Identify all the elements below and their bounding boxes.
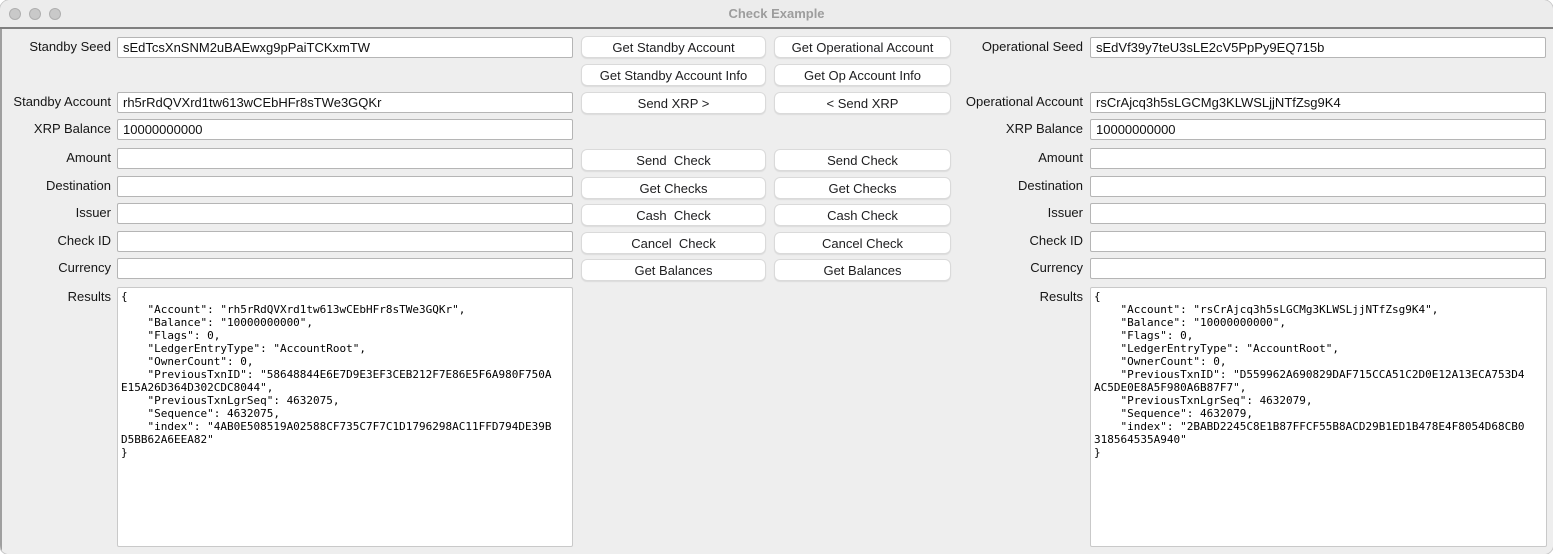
standby-destination-input[interactable] (117, 176, 573, 197)
standby-seed-input[interactable] (117, 37, 573, 58)
standby-results-textarea[interactable]: { "Account": "rh5rRdQVXrd1tw613wCEbHFr8s… (117, 287, 573, 547)
operational-results-label: Results (1039, 289, 1083, 304)
standby-results-label: Results (67, 289, 111, 304)
standby-get-checks-button[interactable]: Get Checks (581, 177, 766, 199)
standby-amount-label: Amount (66, 150, 111, 165)
standby-cancel-check-button[interactable]: Cancel Check (581, 232, 766, 254)
operational-destination-label: Destination (1017, 178, 1083, 193)
operational-get-balances-button[interactable]: Get Balances (774, 259, 951, 281)
standby-currency-label: Currency (58, 260, 111, 275)
standby-check-id-label: Check ID (57, 233, 111, 248)
standby-issuer-input[interactable] (117, 203, 573, 224)
zoom-button[interactable] (49, 8, 61, 20)
send-xrp-to-standby-button[interactable]: < Send XRP (774, 92, 951, 114)
operational-destination-input[interactable] (1090, 176, 1546, 197)
operational-check-id-label: Check ID (1029, 233, 1083, 248)
operational-balance-label: XRP Balance (1005, 121, 1083, 136)
standby-get-balances-button[interactable]: Get Balances (581, 259, 766, 281)
operational-balance-input[interactable] (1090, 119, 1546, 140)
operational-seed-label: Operational Seed (981, 39, 1083, 54)
operational-cash-check-button[interactable]: Cash Check (774, 204, 951, 226)
titlebar[interactable]: Check Example (0, 0, 1553, 29)
window-left-edge (0, 29, 2, 554)
standby-destination-label: Destination (45, 178, 111, 193)
get-standby-account-button[interactable]: Get Standby Account (581, 36, 766, 58)
window-controls (9, 8, 61, 20)
send-xrp-to-operational-button[interactable]: Send XRP > (581, 92, 766, 114)
standby-send-check-button[interactable]: Send Check (581, 149, 766, 171)
minimize-button[interactable] (29, 8, 41, 20)
operational-issuer-label: Issuer (1047, 205, 1083, 220)
standby-check-id-input[interactable] (117, 231, 573, 252)
operational-seed-input[interactable] (1090, 37, 1546, 58)
standby-account-input[interactable] (117, 92, 573, 113)
operational-send-check-button[interactable]: Send Check (774, 149, 951, 171)
operational-account-input[interactable] (1090, 92, 1546, 113)
window-title: Check Example (728, 6, 825, 21)
standby-amount-input[interactable] (117, 148, 573, 169)
operational-account-label: Operational Account (965, 94, 1083, 109)
standby-currency-input[interactable] (117, 258, 573, 279)
close-button[interactable] (9, 8, 21, 20)
operational-issuer-input[interactable] (1090, 203, 1546, 224)
get-standby-account-info-button[interactable]: Get Standby Account Info (581, 64, 766, 86)
main-content: Standby Seed Standby Account XRP Balance… (0, 29, 1553, 554)
operational-amount-input[interactable] (1090, 148, 1546, 169)
standby-account-label: Standby Account (13, 94, 111, 109)
operational-currency-input[interactable] (1090, 258, 1546, 279)
standby-balance-input[interactable] (117, 119, 573, 140)
standby-cash-check-button[interactable]: Cash Check (581, 204, 766, 226)
standby-issuer-label: Issuer (75, 205, 111, 220)
operational-get-checks-button[interactable]: Get Checks (774, 177, 951, 199)
get-op-account-info-button[interactable]: Get Op Account Info (774, 64, 951, 86)
operational-currency-label: Currency (1030, 260, 1083, 275)
operational-results-textarea[interactable]: { "Account": "rsCrAjcq3h5sLGCMg3KLWSLjjN… (1090, 287, 1547, 547)
get-operational-account-button[interactable]: Get Operational Account (774, 36, 951, 58)
standby-balance-label: XRP Balance (33, 121, 111, 136)
operational-cancel-check-button[interactable]: Cancel Check (774, 232, 951, 254)
operational-check-id-input[interactable] (1090, 231, 1546, 252)
standby-seed-label: Standby Seed (29, 39, 111, 54)
operational-amount-label: Amount (1038, 150, 1083, 165)
